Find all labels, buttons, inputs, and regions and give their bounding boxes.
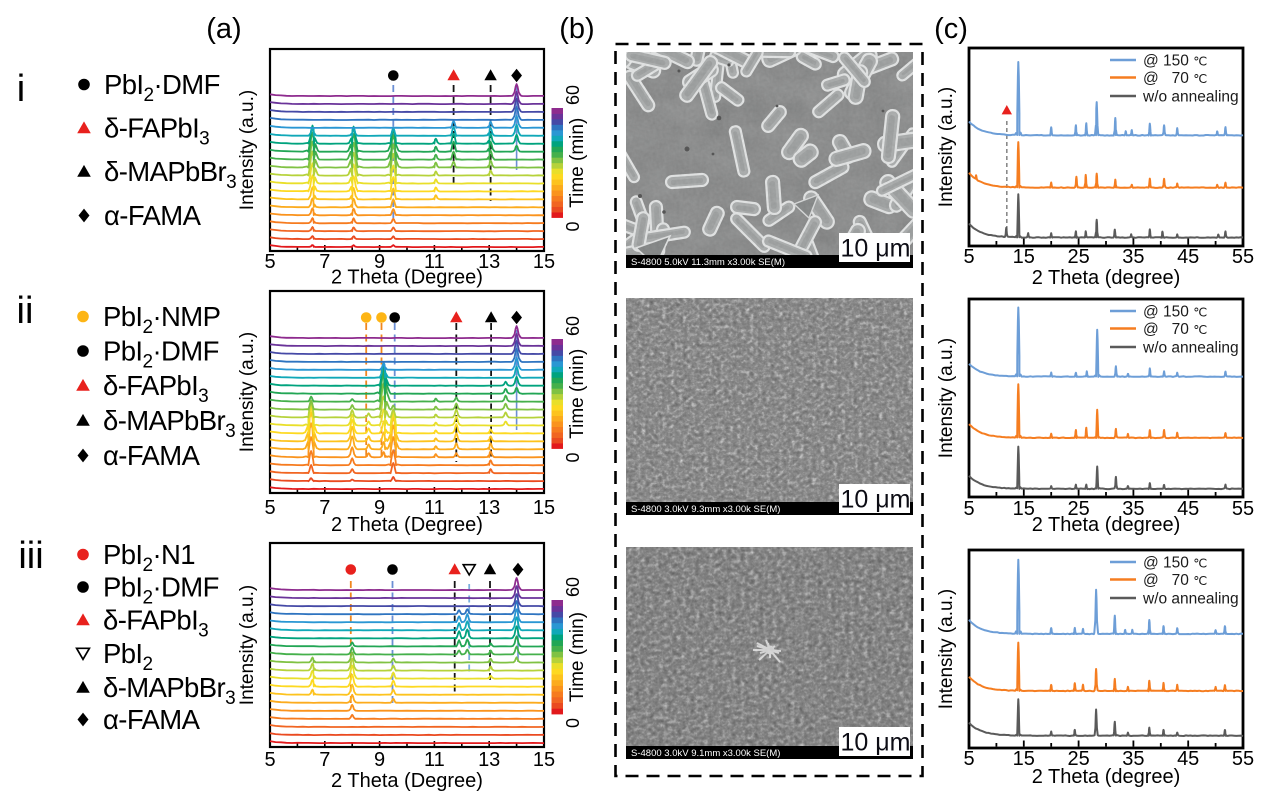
- svg-text:45: 45: [1177, 246, 1199, 268]
- svg-text:35: 35: [1122, 748, 1144, 770]
- svg-text:5: 5: [963, 498, 974, 520]
- svg-text:δ-MAPbBr3: δ-MAPbBr3: [103, 672, 235, 709]
- svg-text:10 μm: 10 μm: [841, 486, 911, 514]
- svg-text:45: 45: [1177, 748, 1199, 770]
- svg-text:Intensity (a.u.): Intensity (a.u.): [237, 332, 258, 452]
- svg-text:Intensity (a.u.): Intensity (a.u.): [237, 90, 258, 210]
- svg-text:Time (min): Time (min): [567, 118, 588, 208]
- svg-text:2 Theta (Degree): 2 Theta (Degree): [331, 770, 483, 792]
- svg-text:11: 11: [424, 749, 445, 771]
- svg-text:δ-FAPbI3: δ-FAPbI3: [103, 605, 208, 642]
- svg-text:δ-FAPbI3: δ-FAPbI3: [104, 113, 209, 150]
- svg-text:δ-MAPbBr3: δ-MAPbBr3: [103, 405, 235, 442]
- svg-text:Intensity (a.u.): Intensity (a.u.): [936, 338, 957, 458]
- svg-text:Intensity (a.u.): Intensity (a.u.): [936, 87, 957, 207]
- svg-text:13: 13: [478, 497, 500, 519]
- svg-text:Time (min): Time (min): [567, 349, 588, 439]
- svg-text:13: 13: [478, 749, 500, 771]
- svg-text:2 Theta (degree): 2 Theta (degree): [1032, 514, 1181, 536]
- svg-text:60: 60: [563, 85, 583, 105]
- svg-text:45: 45: [1177, 498, 1199, 520]
- svg-text:α-FAMA: α-FAMA: [103, 440, 201, 471]
- svg-text:2 Theta (Degree): 2 Theta (Degree): [331, 514, 483, 536]
- svg-text:PbI2·DMF: PbI2·DMF: [103, 572, 219, 609]
- svg-text:15: 15: [533, 497, 555, 519]
- svg-text:S-4800 5.0kV 11.3mm x3.00k SE(: S-4800 5.0kV 11.3mm x3.00k SE(M): [631, 257, 785, 268]
- svg-text:60: 60: [563, 577, 583, 597]
- svg-text:25: 25: [1067, 748, 1089, 770]
- svg-text:@ 70 ℃: @ 70 ℃: [1143, 572, 1207, 589]
- svg-text:α-FAMA: α-FAMA: [103, 704, 201, 735]
- svg-text:PbI2·DMF: PbI2·DMF: [104, 69, 220, 106]
- svg-text:25: 25: [1067, 246, 1089, 268]
- svg-text:11: 11: [424, 497, 445, 519]
- svg-text:10 μm: 10 μm: [841, 235, 911, 263]
- svg-text:7: 7: [319, 251, 330, 273]
- svg-text:Time (min): Time (min): [567, 612, 588, 702]
- svg-text:7: 7: [319, 497, 330, 519]
- svg-text:25: 25: [1067, 498, 1089, 520]
- svg-text:15: 15: [1013, 246, 1035, 268]
- svg-text:9: 9: [374, 251, 385, 273]
- svg-text:α-FAMA: α-FAMA: [104, 200, 202, 231]
- svg-text:(b): (b): [559, 13, 594, 45]
- svg-text:PbI2·DMF: PbI2·DMF: [103, 336, 219, 373]
- svg-text:2 Theta (Degree): 2 Theta (Degree): [331, 267, 483, 289]
- svg-text:ii: ii: [17, 290, 34, 332]
- svg-text:7: 7: [319, 749, 330, 771]
- svg-text:Intensity (a.u.): Intensity (a.u.): [936, 589, 957, 709]
- svg-text:w/o annealing: w/o annealing: [1142, 340, 1239, 357]
- svg-text:5: 5: [963, 748, 974, 770]
- svg-text:w/o annealing: w/o annealing: [1142, 89, 1239, 106]
- svg-text:S-4800 3.0kV 9.3mm x3.00k SE(M: S-4800 3.0kV 9.3mm x3.00k SE(M): [631, 504, 780, 515]
- svg-text:@ 70 ℃: @ 70 ℃: [1143, 321, 1207, 338]
- svg-text:2 Theta (degree): 2 Theta (degree): [1032, 766, 1181, 788]
- svg-text:@ 150 ℃: @ 150 ℃: [1143, 555, 1207, 572]
- svg-text:9: 9: [374, 749, 385, 771]
- svg-text:60: 60: [563, 316, 583, 336]
- svg-text:w/o annealing: w/o annealing: [1142, 591, 1239, 608]
- svg-text:(a): (a): [206, 13, 241, 45]
- svg-text:5: 5: [264, 497, 275, 519]
- svg-text:35: 35: [1122, 498, 1144, 520]
- svg-text:10 μm: 10 μm: [841, 729, 911, 757]
- svg-text:0: 0: [563, 453, 583, 463]
- svg-text:15: 15: [1013, 498, 1035, 520]
- svg-text:15: 15: [1013, 748, 1035, 770]
- svg-text:9: 9: [374, 497, 385, 519]
- svg-text:15: 15: [533, 749, 555, 771]
- svg-text:11: 11: [424, 251, 445, 273]
- svg-text:5: 5: [264, 251, 275, 273]
- svg-text:@ 70 ℃: @ 70 ℃: [1143, 70, 1207, 87]
- svg-text:55: 55: [1232, 748, 1254, 770]
- svg-text:55: 55: [1232, 498, 1254, 520]
- svg-text:δ-MAPbBr3: δ-MAPbBr3: [104, 156, 236, 193]
- svg-text:5: 5: [264, 749, 275, 771]
- svg-text:5: 5: [963, 246, 974, 268]
- svg-text:2 Theta (degree): 2 Theta (degree): [1032, 267, 1181, 289]
- svg-text:δ-FAPbI3: δ-FAPbI3: [103, 370, 208, 407]
- svg-text:@ 150 ℃: @ 150 ℃: [1143, 304, 1207, 321]
- svg-text:15: 15: [533, 251, 555, 273]
- svg-text:0: 0: [563, 222, 583, 232]
- svg-text:@ 150 ℃: @ 150 ℃: [1143, 53, 1207, 70]
- svg-text:55: 55: [1232, 246, 1254, 268]
- svg-text:0: 0: [563, 718, 583, 728]
- svg-text:PbI2·NMP: PbI2·NMP: [103, 301, 220, 338]
- svg-text:13: 13: [478, 251, 500, 273]
- svg-text:S-4800 3.0kV 9.1mm x3.00k SE(M: S-4800 3.0kV 9.1mm x3.00k SE(M): [631, 748, 780, 759]
- svg-text:35: 35: [1122, 246, 1144, 268]
- svg-text:(c): (c): [934, 13, 968, 45]
- svg-text:Intensity (a.u.): Intensity (a.u.): [237, 585, 258, 705]
- svg-text:iii: iii: [18, 535, 43, 577]
- svg-text:i: i: [17, 68, 25, 110]
